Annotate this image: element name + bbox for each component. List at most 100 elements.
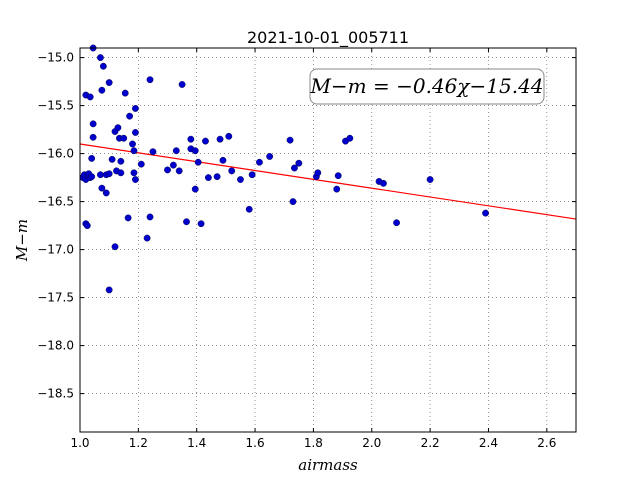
x-tick-label: 1.2: [129, 436, 148, 450]
data-point: [219, 156, 227, 164]
data-point: [137, 160, 145, 168]
data-point: [380, 179, 387, 187]
data-point: [97, 171, 104, 179]
data-point: [289, 198, 297, 206]
fit-line-group: [79, 143, 577, 220]
y-tick-label: −15.5: [37, 99, 74, 113]
data-point: [213, 173, 221, 181]
data-point: [129, 140, 136, 148]
data-point: [225, 132, 233, 140]
x-axis-label: airmass: [298, 456, 358, 474]
data-point: [169, 161, 177, 169]
data-point: [286, 136, 294, 144]
y-tick-label: −15.0: [37, 51, 74, 65]
y-tick-label: −17.0: [37, 243, 74, 257]
data-point: [482, 209, 489, 217]
data-point: [191, 185, 199, 193]
grid-lines: [79, 48, 576, 432]
data-point: [120, 134, 128, 142]
plot-frame: [79, 47, 577, 433]
y-tick-label: −16.5: [37, 195, 74, 209]
data-point: [132, 176, 139, 183]
plot-area: [80, 48, 576, 432]
data-point: [426, 176, 434, 183]
data-point: [114, 124, 122, 132]
fit-equation-box: [309, 68, 545, 105]
data-point: [178, 81, 186, 88]
data-point: [202, 137, 209, 145]
data-point: [295, 159, 303, 167]
data-point: [183, 218, 190, 226]
data-point: [83, 222, 91, 230]
data-point: [124, 214, 132, 222]
data-point: [132, 105, 139, 112]
data-point: [256, 158, 263, 166]
data-point: [314, 169, 322, 177]
data-point: [98, 184, 106, 192]
data-point: [88, 173, 96, 181]
data-point: [146, 213, 154, 221]
data-point: [334, 172, 342, 180]
chart-title: 2021-10-01_005711: [247, 28, 409, 48]
data-point: [102, 189, 110, 197]
data-point: [194, 158, 202, 166]
y-tick-label: −18.0: [37, 339, 74, 353]
data-point: [146, 76, 154, 84]
x-tick-label: 1.0: [70, 436, 89, 450]
data-point: [172, 147, 180, 155]
x-tick-label: 2.2: [421, 436, 440, 450]
data-point: [245, 205, 253, 213]
data-point: [393, 219, 400, 227]
x-axis-ticks: 1.0 1.2 1.4 1.6 1.8 2.0 2.2 2.4 2.6: [70, 48, 556, 450]
data-point: [98, 86, 106, 94]
y-tick-label: −16.0: [37, 147, 74, 161]
x-tick-label: 1.4: [187, 436, 206, 450]
data-point: [89, 120, 97, 128]
data-point: [99, 62, 107, 70]
data-point: [105, 79, 113, 86]
data-point: [149, 148, 157, 156]
data-point: [126, 112, 134, 120]
data-point: [266, 153, 274, 160]
data-point: [346, 134, 354, 142]
data-point: [86, 93, 94, 101]
data-point: [105, 286, 113, 294]
data-point: [228, 167, 236, 175]
data-point: [121, 89, 129, 97]
x-tick-label: 2.4: [479, 436, 498, 450]
x-tick-label: 2.6: [537, 436, 556, 450]
y-tick-label: −17.5: [37, 291, 74, 305]
data-point: [117, 169, 125, 177]
data-points: [79, 44, 489, 294]
data-point: [216, 135, 224, 143]
data-point: [130, 169, 138, 177]
data-point: [89, 133, 97, 141]
data-point: [105, 170, 113, 178]
data-point: [132, 129, 139, 136]
x-tick-label: 1.8: [304, 436, 323, 450]
data-point: [333, 185, 341, 193]
data-point: [88, 154, 96, 162]
data-point: [97, 54, 104, 61]
x-tick-label: 2.0: [362, 436, 381, 450]
data-point: [111, 243, 119, 251]
data-point: [143, 234, 151, 242]
y-axis-ticks: −15.0 −15.5 −16.0 −16.5 −17.0 −17.5 −18.0 −18.5: [37, 51, 576, 401]
data-point: [108, 155, 116, 163]
data-point: [187, 135, 195, 143]
data-point: [175, 167, 183, 175]
data-point: [117, 157, 125, 165]
fit-equation-label: M−m = −0.46χ−15.44: [309, 74, 543, 98]
data-point: [191, 147, 199, 155]
data-point: [130, 147, 138, 155]
y-axis-label: M−m: [13, 219, 31, 262]
data-point: [237, 176, 244, 183]
data-point: [291, 164, 298, 172]
y-tick-label: −18.5: [37, 387, 74, 401]
data-point: [204, 174, 212, 182]
x-tick-label: 1.6: [246, 436, 265, 450]
data-point: [164, 166, 171, 174]
fit-line: [79, 143, 577, 220]
data-point: [248, 171, 256, 179]
